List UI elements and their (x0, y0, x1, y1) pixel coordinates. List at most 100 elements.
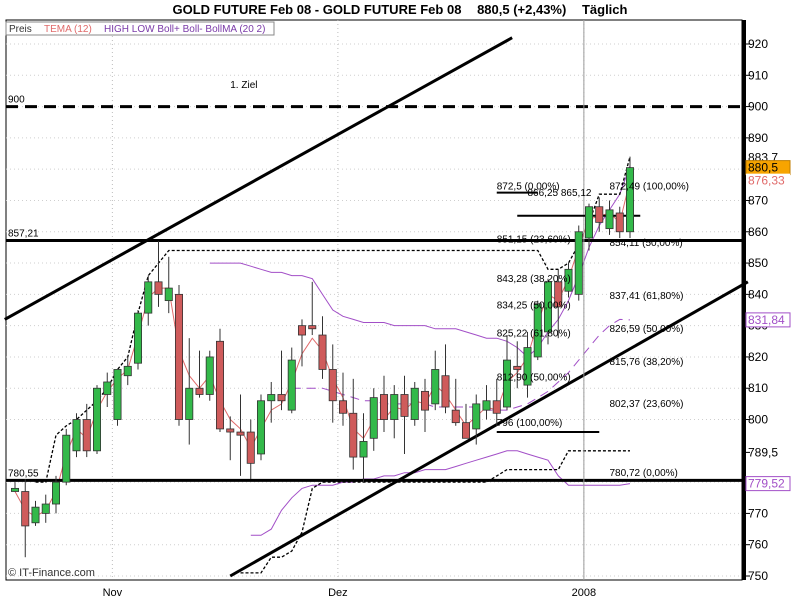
price-tag-label: 880,5 (748, 161, 778, 175)
candle-body (554, 281, 563, 308)
y-tick-label: 920 (748, 37, 768, 51)
candle-body (113, 369, 122, 420)
candle-body (338, 400, 347, 414)
candle-body (369, 397, 378, 439)
candle-body (359, 441, 368, 458)
candle-body (72, 419, 81, 452)
candle-body (93, 387, 102, 452)
candle-body (410, 387, 419, 420)
candle-body (400, 394, 409, 417)
legend-bands: HIGH LOW Boll+ Boll- BollMA (20 2) (104, 24, 265, 35)
annotation-label: 872,5 (0,00%) (497, 182, 560, 193)
boll-upper-line (209, 165, 631, 358)
y-tick-label: 860 (748, 225, 768, 239)
candle-body (103, 381, 112, 395)
annotation-label: 812,90 (50,00%) (497, 372, 571, 383)
candle-body (390, 394, 399, 420)
annotation-label: 802,37 (23,60%) (610, 399, 684, 410)
annotation-label: 854,11 (50,00%) (610, 238, 683, 249)
trend-line (229, 280, 749, 578)
candle-body (246, 431, 255, 464)
price-tag-label: 779,52 (748, 477, 785, 491)
level-label: 857,21 (8, 228, 39, 239)
candle-body (267, 394, 276, 402)
axis-bar (742, 20, 746, 580)
candle-body (297, 325, 306, 336)
candle-body (544, 281, 553, 333)
candle-body (31, 506, 40, 524)
price-tag-label: 831,84 (748, 313, 785, 327)
candle-body (349, 412, 358, 458)
y-tick-label: 789,5 (748, 445, 778, 459)
annotation-label: 843,28 (38,20%) (497, 274, 571, 285)
candle-body (82, 419, 91, 452)
annotation-label: 826,59 (50,00%) (610, 324, 684, 335)
candle-body (123, 365, 132, 377)
candle-body (615, 212, 624, 233)
watermark: © IT-Finance.com (8, 567, 95, 579)
candle-body (215, 340, 224, 430)
candle-body (256, 400, 265, 455)
candle-body (144, 281, 153, 314)
x-tick-label: Dez (328, 587, 348, 599)
y-tick-label: 910 (748, 68, 768, 82)
legend-tema: TEMA (12) (44, 24, 92, 35)
candle-body (441, 375, 450, 408)
level-label: 780,55 (8, 468, 39, 479)
y-tick-label: 760 (748, 538, 768, 552)
candle-body (492, 400, 501, 414)
annotation-label: 866,25 865,12 (528, 188, 592, 199)
price-tag-box (745, 476, 791, 492)
candle-body (185, 387, 194, 420)
annotation-label: 834,25 (50,00%) (497, 300, 571, 311)
candle-body (318, 334, 327, 370)
candle-body (513, 365, 522, 370)
candle-body (277, 394, 286, 402)
title-instrument: GOLD FUTURE Feb 08 - GOLD FUTURE Feb 08 (172, 2, 462, 17)
annotation-label: 851,15 (23,60%) (497, 235, 571, 246)
title-price: 880,5 (+2,43%) (477, 2, 567, 17)
candle-body (236, 431, 245, 436)
candle-body (10, 487, 19, 492)
candle-body (205, 356, 214, 395)
candle-body (379, 394, 388, 420)
candle-body (595, 206, 604, 223)
candle-body (482, 400, 491, 411)
trend-line (4, 36, 513, 321)
candle-body (226, 428, 235, 433)
y-tick-label: 890 (748, 131, 768, 145)
candle-body (41, 503, 50, 514)
annotation-label: 825,22 (61,80%) (497, 329, 571, 340)
title-interval: Täglich (581, 2, 628, 17)
y-tick-label: 810 (748, 381, 768, 395)
candle-body (52, 481, 61, 505)
candle-body (605, 209, 614, 230)
candle-body (154, 281, 163, 295)
candle-body (21, 491, 30, 527)
annotation-label: 815,76 (38,20%) (610, 357, 684, 368)
annotation-label: 796 (100,00%) (497, 418, 563, 429)
y-tick-label: 850 (748, 256, 768, 270)
chart-title: GOLD FUTURE Feb 08 - GOLD FUTURE Feb 08 … (0, 2, 800, 17)
annotation-label: 872,49 (100,00%) (610, 182, 690, 193)
candle-body (574, 231, 583, 295)
boll-mid-line (291, 318, 631, 411)
price-tag-label: 876,33 (748, 174, 785, 188)
legend-price: Preis (9, 24, 32, 35)
candle-body (308, 325, 317, 330)
price-tag-box (745, 312, 791, 328)
y-tick-label: 900 (748, 100, 768, 114)
candle-body (461, 422, 470, 439)
x-tick-label: 2008 (572, 587, 596, 599)
candle-body (328, 369, 337, 402)
y-tick-label: 820 (748, 350, 768, 364)
candle-body (420, 390, 429, 411)
y-tick-label: 870 (748, 193, 768, 207)
candle-body (431, 369, 440, 405)
candle-body (174, 293, 183, 420)
y-tick-label: 840 (748, 287, 768, 301)
candle-body (62, 434, 71, 483)
candle-body (585, 206, 594, 239)
price-tag-box (746, 173, 790, 188)
